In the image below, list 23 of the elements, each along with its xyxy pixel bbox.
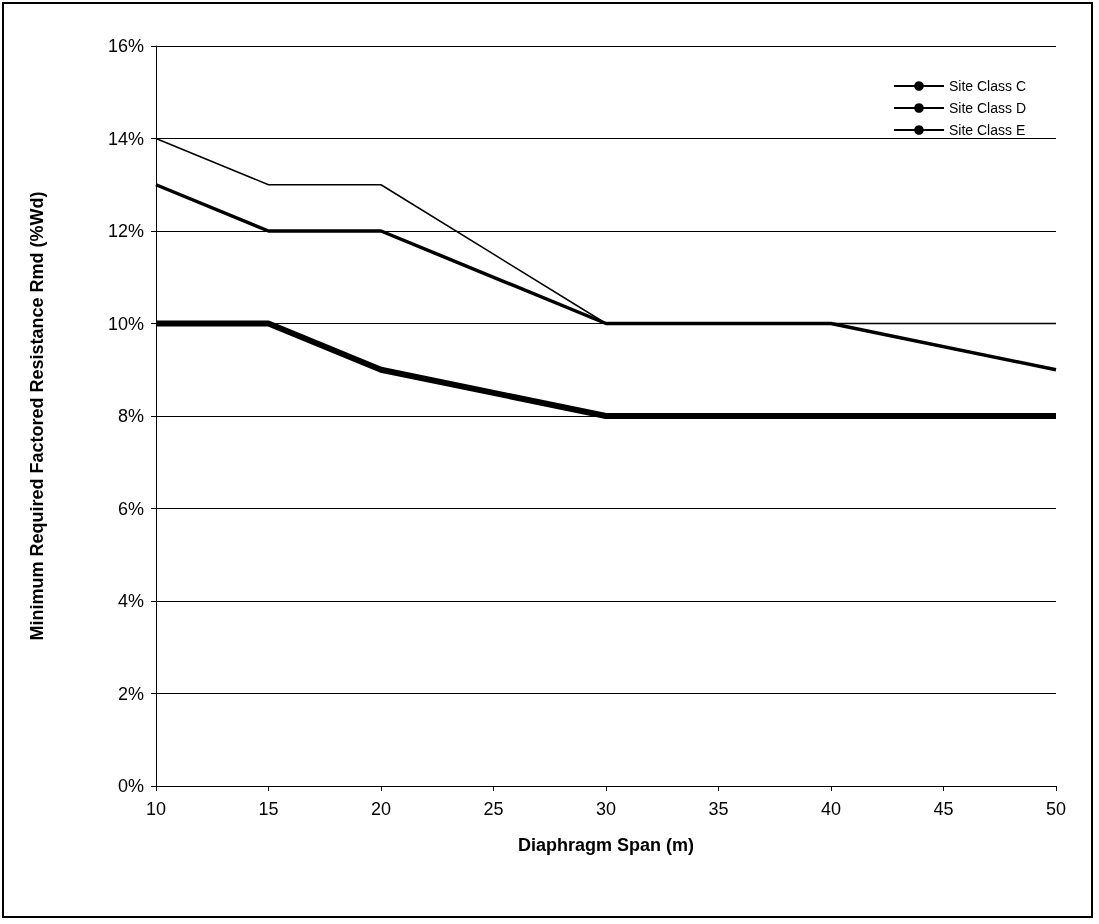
y-tick-label: 6%	[117, 498, 144, 519]
x-tick-label: 25	[483, 799, 504, 819]
y-axis-title: Minimum Required Factored Resistance Rmd (%Wd)	[27, 191, 47, 641]
legend-label: Site Class C	[948, 78, 1027, 94]
y-tick-label: 8%	[117, 406, 144, 426]
x-tick-label: 10	[145, 799, 167, 819]
x-tick-label: 45	[933, 799, 954, 819]
x-tick-label: 15	[258, 799, 279, 819]
y-tick-label: 2%	[117, 683, 144, 704]
x-tick-label: 30	[595, 799, 617, 819]
y-tick-label: 4%	[117, 591, 144, 611]
x-tick-label: 50	[1045, 799, 1067, 819]
x-tick-label: 35	[708, 799, 729, 819]
y-tick-label: 12%	[107, 221, 144, 241]
legend-label: Site Class D	[948, 100, 1027, 116]
y-tick-label: 10%	[107, 313, 144, 334]
legend-label: Site Class E	[948, 122, 1026, 138]
x-tick-label: 20	[370, 799, 392, 819]
y-tick-label: 16%	[107, 36, 144, 56]
x-tick-label: 40	[820, 799, 842, 819]
x-axis-title: Diaphragm Span (m)	[517, 835, 695, 855]
y-tick-label: 14%	[107, 128, 144, 149]
y-tick-label: 0%	[117, 776, 144, 796]
